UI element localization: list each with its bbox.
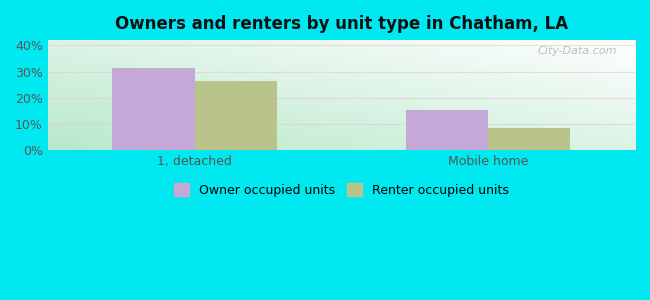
Bar: [112, 68, 194, 150]
Text: City-Data.com: City-Data.com: [538, 46, 617, 56]
Bar: [194, 81, 277, 150]
Bar: [488, 128, 571, 150]
Title: Owners and renters by unit type in Chatham, LA: Owners and renters by unit type in Chath…: [115, 15, 568, 33]
Legend: Owner occupied units, Renter occupied units: Owner occupied units, Renter occupied un…: [174, 183, 509, 197]
Bar: [406, 110, 488, 150]
